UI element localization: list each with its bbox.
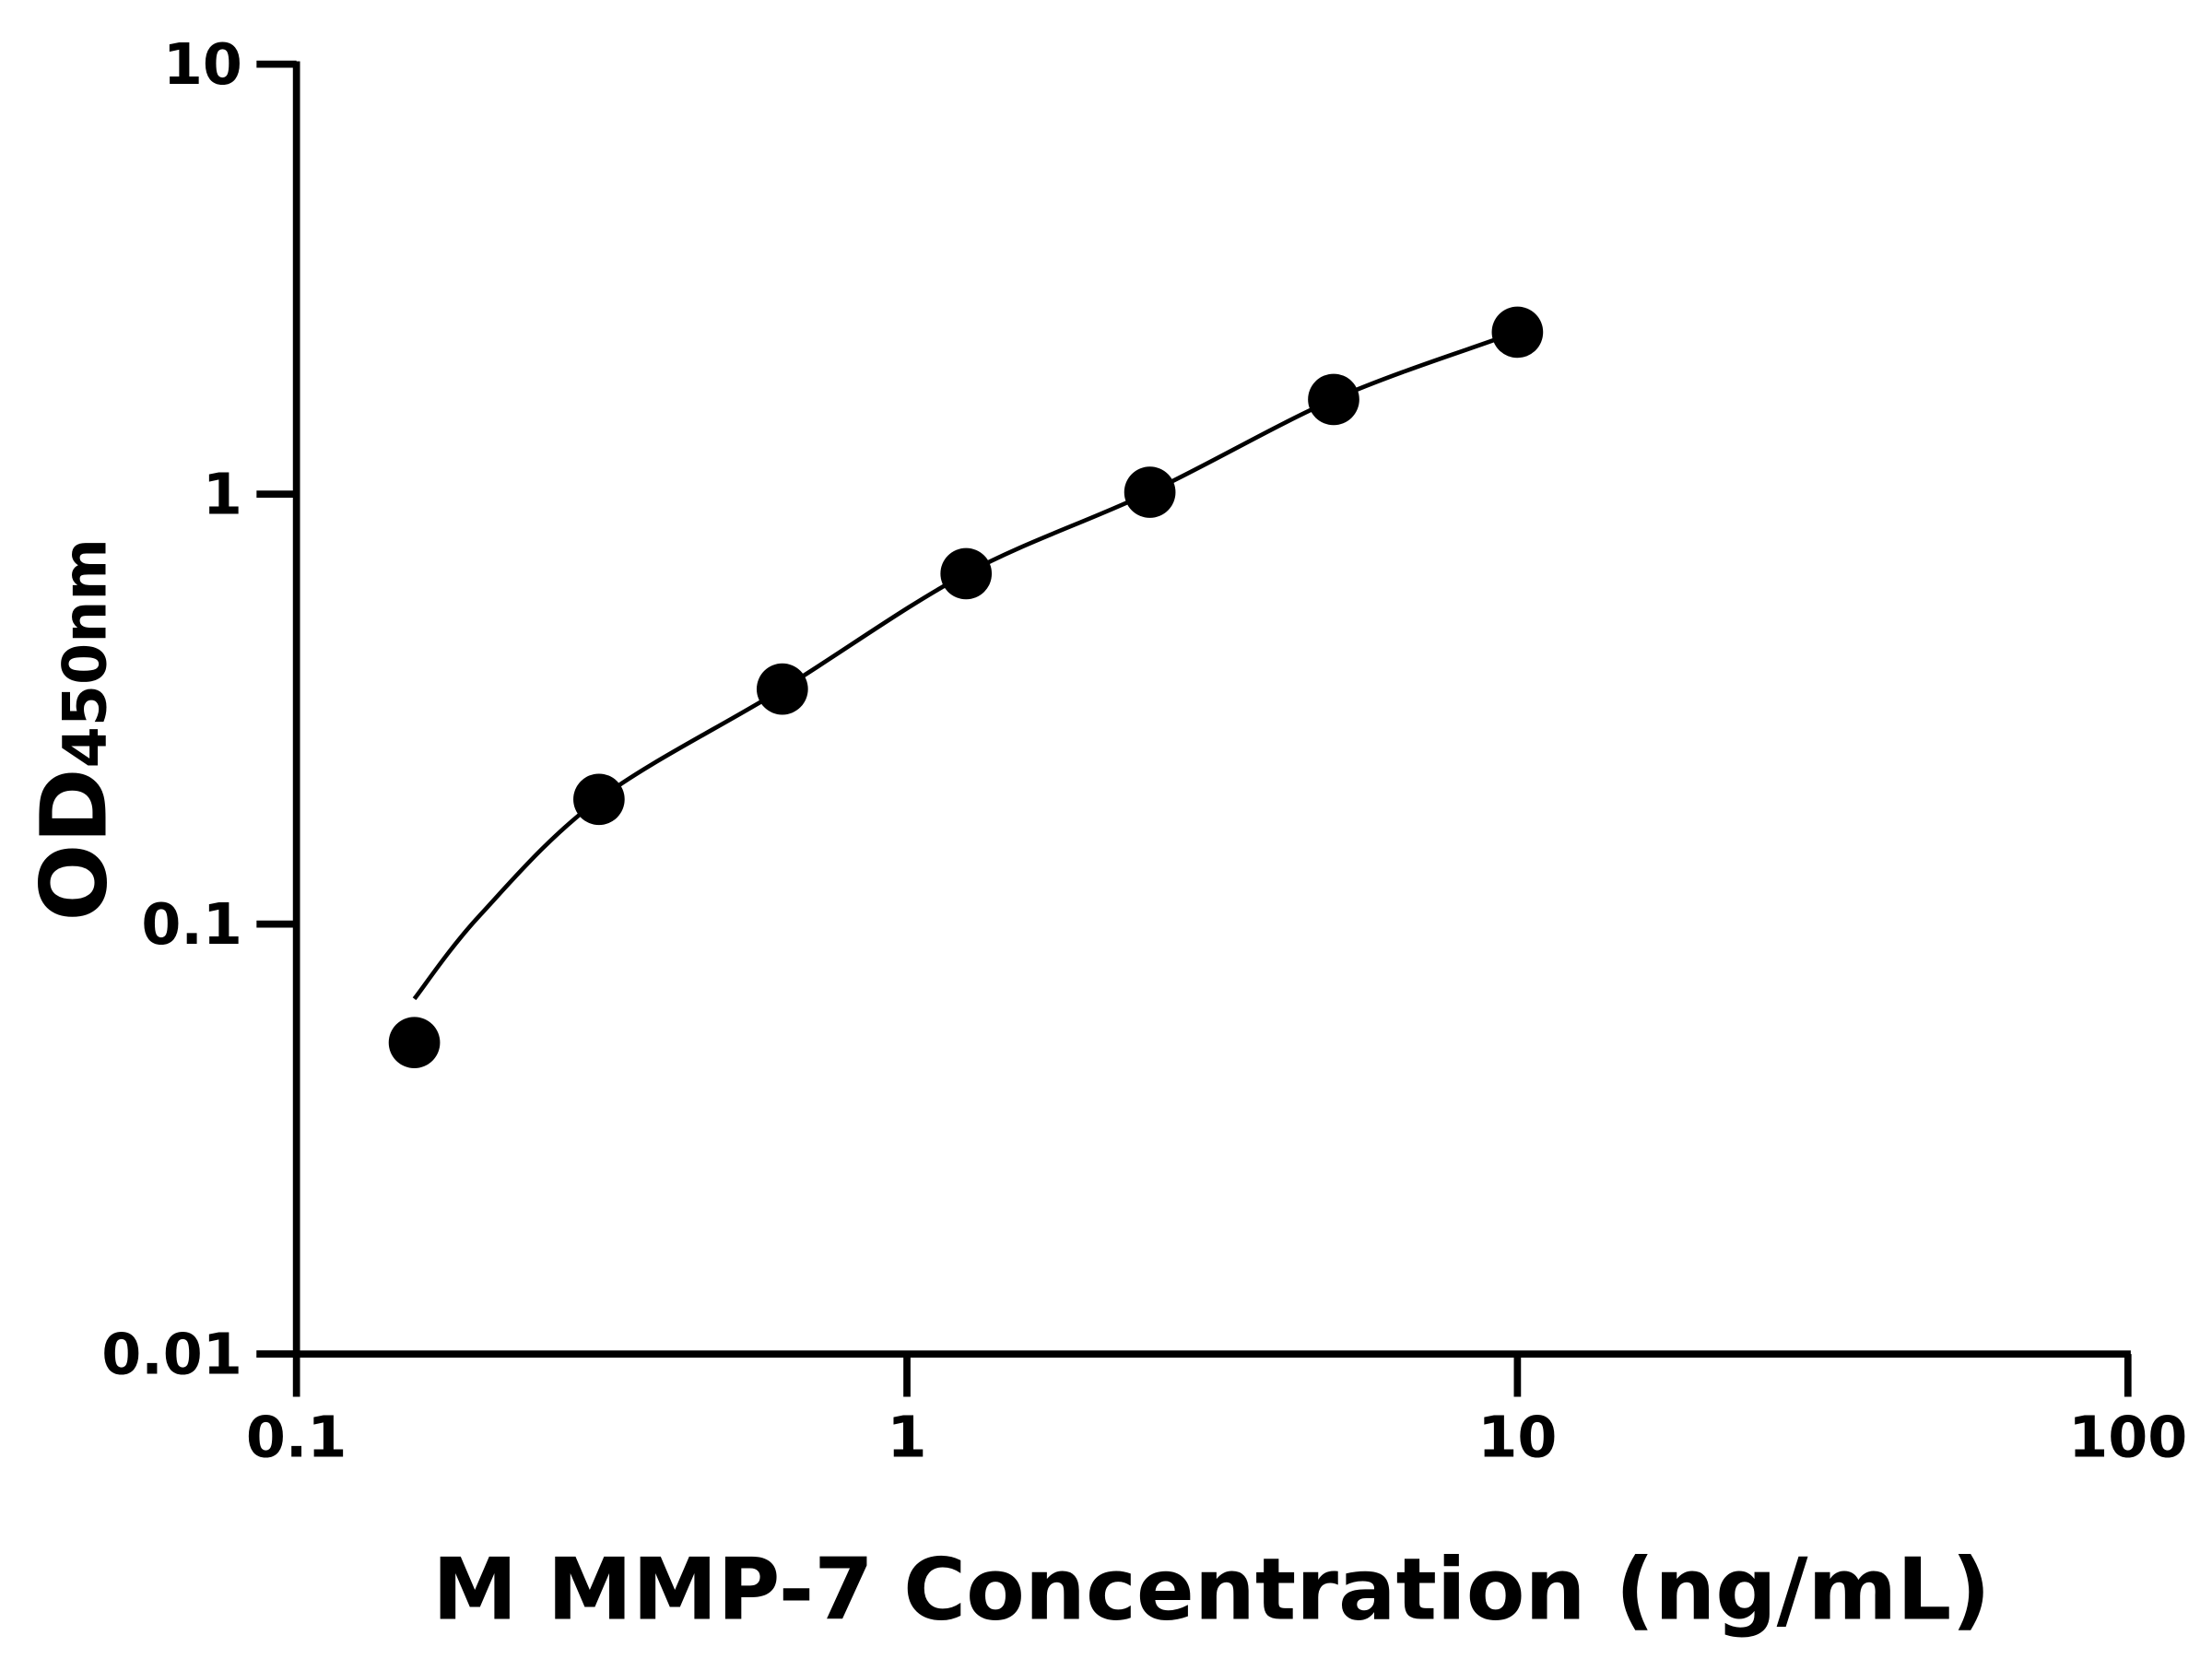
y-axis-label-main: OD (21, 768, 127, 921)
y-tick-label: 0.01 (101, 1322, 242, 1388)
fit-curve (412, 336, 1500, 1001)
x-tick-label: 10 (1477, 1404, 1557, 1470)
x-tick-label: 100 (2068, 1404, 2187, 1470)
x-axis-label: M MMP-7 Concentration (ng/mL) (432, 1540, 1991, 1640)
y-axis-label-sub: 450nm (51, 538, 120, 768)
data-point (1124, 466, 1176, 518)
data-point (1308, 373, 1359, 426)
x-tick-label: 1 (888, 1404, 927, 1470)
data-point (1491, 306, 1544, 359)
axes (256, 61, 2131, 1358)
data-point (756, 663, 808, 715)
x-tick-label: 0.1 (246, 1404, 347, 1470)
y-tick-label: 1 (203, 462, 242, 528)
data-point (573, 773, 625, 826)
data-point (940, 547, 993, 600)
data-point (388, 1017, 441, 1069)
y-tick-label: 10 (163, 31, 242, 98)
y-tick-label: 0.1 (141, 891, 242, 958)
y-axis-label: OD450nm (21, 538, 127, 922)
